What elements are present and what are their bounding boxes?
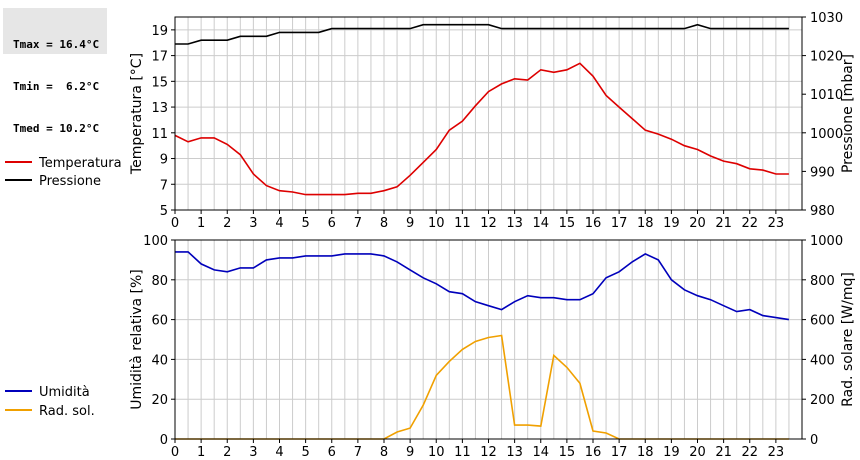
x-tick-label: 2	[223, 445, 231, 460]
x-tick-label: 22	[741, 216, 758, 231]
x-tick-label: 22	[741, 445, 758, 460]
y-tick-label: 11	[151, 127, 168, 142]
x-tick-label: 19	[663, 445, 680, 460]
x-tick-label: 16	[585, 445, 602, 460]
tmed-text: Tmed = 10.2°C	[13, 122, 100, 135]
x-tick-label: 18	[637, 445, 654, 460]
x-tick-label: 9	[406, 445, 414, 460]
y-tick-label: 15	[151, 75, 168, 90]
x-tick-label: 12	[480, 445, 497, 460]
x-tick-label: 3	[249, 445, 257, 460]
stats-box: Tmax = 16.4°C Tmin = 6.2°C Tmed = 10.2°C	[3, 8, 107, 135]
y2-tick-label: 1000	[810, 127, 843, 142]
y2-tick-label: 1030	[810, 11, 843, 26]
x-tick-label: 6	[328, 445, 336, 460]
y-tick-label: 19	[151, 24, 168, 39]
x-tick-label: 5	[301, 216, 309, 231]
y-tick-label: 9	[160, 153, 168, 168]
x-tick-label: 23	[768, 216, 785, 231]
y2-tick-label: 600	[810, 314, 835, 329]
x-tick-label: 0	[171, 216, 179, 231]
y2-tick-label: 1010	[810, 88, 843, 103]
legend-label: Umidità	[39, 385, 90, 400]
x-tick-label: 23	[768, 445, 785, 460]
y-tick-label: 7	[160, 178, 168, 193]
x-tick-label: 17	[611, 445, 628, 460]
x-tick-label: 2	[223, 216, 231, 231]
x-tick-label: 4	[275, 216, 283, 231]
x-tick-label: 20	[689, 216, 706, 231]
y-tick-label: 60	[151, 314, 168, 329]
tmin-text: Tmin = 6.2°C	[13, 80, 100, 93]
x-tick-label: 0	[171, 445, 179, 460]
x-tick-label: 1	[197, 216, 205, 231]
chart-panel-0: 0 1 2 3 4 5 6 7 8 9 10 11 12 13 14 15 16 17 18 19 20 21 22 2357…	[5, 11, 856, 231]
y2-axis-title: Rad. solare [W/mq]	[840, 272, 856, 407]
x-tick-label: 10	[428, 445, 445, 460]
y-tick-label: 40	[151, 353, 168, 368]
x-tick-label: 20	[689, 445, 706, 460]
chart-panel-1: 0 1 2 3 4 5 6 7 8 9 10 11 12 13 14 15 16 17 18 19 20 21 22 2302…	[5, 234, 856, 460]
x-tick-label: 13	[506, 216, 523, 231]
x-tick-label: 7	[354, 445, 362, 460]
x-tick-label: 12	[480, 216, 497, 231]
legend-label: Temperatura	[38, 156, 122, 171]
y-axis-title: Umidità relativa [%]	[129, 269, 145, 410]
y2-tick-label: 800	[810, 274, 835, 289]
series-line-temperatura	[174, 62, 789, 196]
y2-tick-label: 200	[810, 393, 835, 408]
x-tick-label: 3	[249, 216, 257, 231]
x-tick-label: 8	[380, 216, 388, 231]
y2-tick-label: 400	[810, 353, 835, 368]
x-tick-label: 11	[454, 445, 471, 460]
series-line-rad-sol-	[175, 334, 789, 440]
x-tick-label: 14	[532, 216, 549, 231]
y-tick-label: 0	[160, 433, 168, 448]
x-tick-label: 6	[328, 216, 336, 231]
legend-label: Rad. sol.	[39, 404, 95, 419]
x-tick-label: 5	[301, 445, 309, 460]
x-tick-label: 13	[506, 445, 523, 460]
x-tick-label: 14	[532, 445, 549, 460]
x-tick-label: 18	[637, 216, 654, 231]
y2-axis-title: Pressione [mbar]	[840, 54, 856, 173]
x-tick-label: 15	[559, 216, 576, 231]
y-axis-title: Temperatura [°C]	[129, 53, 145, 175]
x-tick-label: 1	[197, 445, 205, 460]
x-tick-label: 15	[559, 445, 576, 460]
x-tick-label: 19	[663, 216, 680, 231]
y2-tick-label: 1020	[810, 50, 843, 65]
series-line-pressione	[175, 23, 789, 45]
x-tick-label: 21	[715, 216, 732, 231]
x-tick-label: 9	[406, 216, 414, 231]
x-tick-label: 8	[380, 445, 388, 460]
x-tick-label: 4	[275, 445, 283, 460]
y2-tick-label: 0	[810, 433, 818, 448]
y2-tick-label: 980	[810, 204, 835, 219]
x-tick-label: 10	[428, 216, 445, 231]
y2-tick-label: 990	[810, 165, 835, 180]
x-tick-label: 16	[585, 216, 602, 231]
y-tick-label: 17	[151, 50, 168, 65]
legend-label: Pressione	[39, 174, 101, 189]
y-tick-label: 5	[160, 204, 168, 219]
y-tick-label: 80	[151, 274, 168, 289]
y2-tick-label: 1000	[810, 234, 843, 249]
x-tick-label: 17	[611, 216, 628, 231]
x-tick-label: 21	[715, 445, 732, 460]
tmax-text: Tmax = 16.4°C	[13, 38, 100, 51]
y-tick-label: 20	[151, 393, 168, 408]
series-line-umidit-	[175, 251, 790, 321]
y-tick-label: 13	[151, 101, 168, 116]
x-tick-label: 11	[454, 216, 471, 231]
x-tick-label: 7	[354, 216, 362, 231]
y-tick-label: 100	[143, 234, 168, 249]
